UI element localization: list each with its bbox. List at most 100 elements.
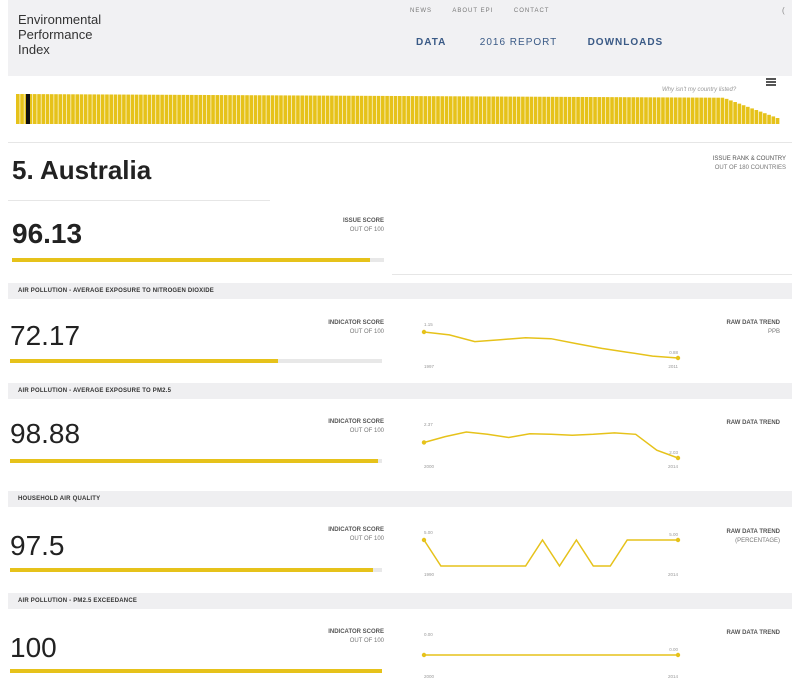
country-rank-bar[interactable]: [37, 94, 41, 124]
country-rank-bar[interactable]: [495, 96, 500, 124]
country-rank-bar[interactable]: [699, 97, 703, 124]
country-rank-bar[interactable]: [300, 95, 304, 125]
country-rank-bar[interactable]: [198, 94, 203, 124]
country-rank-strip[interactable]: [16, 94, 780, 124]
country-rank-bar[interactable]: [457, 96, 462, 124]
country-rank-bar[interactable]: [436, 96, 440, 124]
country-rank-bar[interactable]: [440, 96, 445, 124]
country-rank-bar[interactable]: [160, 94, 164, 124]
country-rank-bar[interactable]: [296, 95, 300, 124]
country-rank-bar[interactable]: [96, 94, 101, 124]
country-rank-bar[interactable]: [177, 94, 181, 124]
country-rank-bar[interactable]: [325, 95, 330, 124]
country-rank-bar[interactable]: [245, 95, 249, 124]
country-rank-bar[interactable]: [542, 96, 546, 124]
country-rank-bar[interactable]: [465, 96, 470, 124]
country-rank-bar[interactable]: [232, 95, 237, 124]
country-rank-bar[interactable]: [648, 97, 653, 124]
country-rank-bar[interactable]: [538, 96, 542, 124]
country-rank-bar[interactable]: [185, 94, 190, 124]
country-rank-bar[interactable]: [342, 95, 347, 124]
country-rank-bar[interactable]: [253, 95, 258, 124]
country-rank-bar[interactable]: [113, 94, 118, 124]
country-rank-bar[interactable]: [610, 97, 614, 124]
country-rank-bar[interactable]: [58, 94, 63, 124]
country-rank-bar[interactable]: [508, 96, 512, 124]
country-rank-bar[interactable]: [686, 97, 691, 124]
country-rank-bar[interactable]: [134, 94, 139, 124]
country-rank-bar[interactable]: [92, 94, 97, 124]
country-rank-bar[interactable]: [572, 96, 576, 124]
country-rank-bar[interactable]: [584, 96, 589, 124]
country-rank-bar[interactable]: [423, 96, 428, 124]
country-rank-bar[interactable]: [88, 94, 92, 124]
country-rank-bar[interactable]: [559, 96, 563, 124]
country-rank-bar[interactable]: [398, 96, 402, 124]
nav-data-link[interactable]: DATA: [416, 37, 447, 48]
country-rank-bar[interactable]: [330, 95, 334, 124]
country-rank-bar[interactable]: [334, 95, 338, 124]
country-rank-bar[interactable]: [555, 96, 559, 124]
country-rank-bar[interactable]: [763, 113, 767, 124]
country-rank-bar[interactable]: [716, 97, 720, 124]
country-rank-bar[interactable]: [652, 97, 657, 124]
country-rank-bar[interactable]: [644, 97, 648, 124]
country-rank-bar[interactable]: [262, 95, 266, 124]
country-rank-bar[interactable]: [219, 95, 224, 124]
country-rank-bar[interactable]: [279, 95, 283, 124]
country-rank-bar[interactable]: [669, 97, 674, 124]
country-rank-bar[interactable]: [665, 97, 670, 124]
country-rank-bar[interactable]: [589, 97, 593, 124]
why-not-listed-link[interactable]: Why isn't my country listed?: [662, 87, 737, 93]
country-rank-bar[interactable]: [614, 97, 619, 124]
nav-news-link[interactable]: NEWS: [410, 8, 432, 14]
country-rank-bar[interactable]: [338, 95, 343, 124]
country-rank-bar[interactable]: [190, 94, 194, 124]
country-rank-bar[interactable]: [236, 95, 241, 124]
country-rank-bar[interactable]: [775, 118, 780, 124]
country-rank-bar[interactable]: [266, 95, 271, 124]
country-rank-bar[interactable]: [414, 96, 419, 124]
country-rank-bar[interactable]: [487, 96, 491, 124]
country-rank-bar[interactable]: [16, 94, 20, 124]
country-rank-bar[interactable]: [139, 94, 143, 124]
country-rank-bar[interactable]: [618, 97, 623, 124]
country-rank-bar[interactable]: [525, 96, 529, 124]
country-rank-bar[interactable]: [474, 96, 479, 124]
country-rank-bar[interactable]: [733, 102, 737, 124]
country-rank-bar[interactable]: [754, 110, 759, 124]
country-rank-bar[interactable]: [576, 96, 580, 124]
country-rank-bar[interactable]: [100, 94, 105, 124]
country-rank-bar[interactable]: [71, 94, 75, 124]
country-rank-bar[interactable]: [105, 94, 109, 124]
country-rank-bar[interactable]: [385, 95, 389, 124]
country-rank-bar[interactable]: [173, 94, 177, 124]
country-rank-bar[interactable]: [283, 95, 288, 124]
country-rank-bar[interactable]: [54, 94, 58, 124]
country-rank-bar[interactable]: [317, 95, 321, 124]
country-rank-bar[interactable]: [746, 106, 750, 124]
country-rank-bar[interactable]: [257, 95, 262, 124]
country-rank-bar[interactable]: [758, 111, 763, 124]
country-rank-bar[interactable]: [504, 96, 508, 124]
country-rank-bar[interactable]: [712, 97, 716, 124]
country-rank-bar[interactable]: [516, 96, 521, 124]
country-rank-bar[interactable]: [143, 94, 147, 124]
country-rank-bar[interactable]: [482, 96, 487, 124]
country-rank-bar[interactable]: [678, 97, 682, 124]
country-rank-bar[interactable]: [478, 96, 483, 124]
country-rank-bar[interactable]: [364, 95, 368, 124]
country-rank-bar[interactable]: [249, 95, 254, 124]
country-rank-bar[interactable]: [622, 97, 627, 124]
country-rank-bar[interactable]: [491, 96, 495, 125]
country-rank-bar[interactable]: [690, 97, 695, 124]
country-rank-bar[interactable]: [729, 100, 733, 124]
country-rank-bar[interactable]: [381, 95, 385, 124]
country-rank-bar[interactable]: [211, 95, 215, 124]
country-rank-bar[interactable]: [695, 97, 699, 124]
country-rank-bar[interactable]: [703, 97, 708, 124]
country-rank-bar[interactable]: [563, 96, 568, 124]
country-rank-bar[interactable]: [406, 96, 411, 124]
country-rank-bar[interactable]: [215, 95, 220, 124]
country-rank-bar[interactable]: [75, 94, 80, 124]
